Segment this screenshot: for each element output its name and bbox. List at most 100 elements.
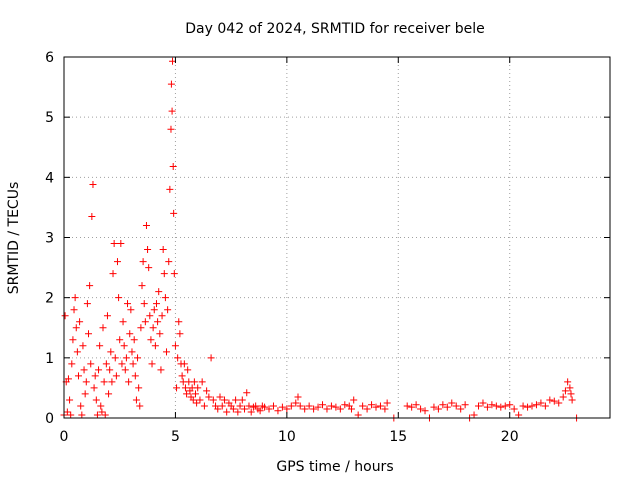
data-point: [117, 240, 125, 248]
data-point: [165, 258, 173, 266]
data-point: [78, 411, 86, 419]
data-point: [205, 393, 213, 401]
data-point: [67, 411, 75, 419]
data-point: [164, 306, 172, 314]
chart-title: Day 042 of 2024, SRMTID for receiver bel…: [185, 21, 484, 37]
data-point: [198, 378, 206, 386]
data-point: [126, 330, 134, 338]
data-point: [292, 399, 300, 407]
data-point: [168, 107, 176, 115]
data-point: [155, 288, 163, 296]
data-point: [283, 405, 291, 413]
data-point: [566, 384, 574, 392]
data-point: [137, 324, 145, 332]
data-point: [68, 360, 76, 368]
data-point: [209, 396, 217, 404]
data-point: [568, 396, 576, 404]
data-point: [127, 306, 135, 314]
data-point: [319, 401, 327, 409]
data-point: [448, 399, 456, 407]
data-point: [131, 372, 139, 380]
data-point: [310, 405, 318, 413]
data-point: [134, 354, 142, 362]
data-point: [403, 402, 411, 410]
data-point: [555, 399, 563, 407]
data-point: [113, 258, 121, 266]
data-point: [247, 408, 255, 416]
data-point: [132, 396, 140, 404]
data-point: [150, 306, 158, 314]
data-point: [74, 372, 82, 380]
x-tick-label: 0: [60, 429, 69, 445]
data-point: [135, 384, 143, 392]
data-point: [122, 354, 130, 362]
data-point: [470, 411, 478, 419]
data-point: [96, 342, 104, 350]
data-point: [105, 390, 113, 398]
data-point: [159, 246, 167, 254]
data-point: [103, 312, 111, 320]
data-point: [93, 411, 101, 419]
data-point: [430, 403, 438, 411]
data-point: [457, 405, 465, 413]
data-point: [136, 402, 144, 410]
data-point: [559, 393, 567, 401]
data-point: [120, 342, 128, 350]
data-point: [354, 411, 362, 419]
data-point: [207, 354, 215, 362]
data-point: [265, 405, 273, 413]
data-point: [98, 408, 106, 416]
data-point: [336, 405, 344, 413]
data-point: [376, 402, 384, 410]
data-point: [261, 403, 269, 411]
data-point: [550, 397, 558, 405]
data-point: [73, 348, 81, 356]
data-point: [141, 318, 149, 326]
data-point: [100, 378, 108, 386]
data-point: [497, 403, 505, 411]
data-point: [61, 312, 69, 320]
data-point: [323, 405, 331, 413]
data-point: [170, 209, 178, 217]
data-point: [193, 399, 201, 407]
data-point: [90, 384, 98, 392]
data-point: [341, 401, 349, 409]
y-tick-label: 3: [45, 231, 54, 247]
data-point: [519, 402, 527, 410]
data-point: [95, 366, 103, 374]
data-point: [69, 336, 77, 344]
data-point: [191, 390, 199, 398]
data-point: [167, 125, 175, 133]
x-axis-label: GPS time / hours: [276, 459, 393, 475]
data-point: [564, 378, 572, 386]
data-point: [142, 221, 150, 229]
data-point: [157, 366, 165, 374]
data-point: [167, 80, 175, 88]
data-point: [145, 264, 153, 272]
data-point: [76, 318, 84, 326]
data-point: [88, 212, 96, 220]
data-point: [372, 403, 380, 411]
data-point: [107, 348, 115, 356]
data-point: [532, 401, 540, 409]
data-point: [106, 366, 114, 374]
data-point: [483, 403, 491, 411]
data-point: [158, 312, 166, 320]
data-point: [176, 330, 184, 338]
data-point: [200, 402, 208, 410]
data-point: [475, 402, 483, 410]
data-point: [139, 258, 147, 266]
data-point: [492, 402, 500, 410]
data-point: [296, 402, 304, 410]
grid-layer: [64, 57, 610, 418]
data-point: [121, 366, 129, 374]
data-point: [327, 402, 335, 410]
data-point: [243, 389, 251, 397]
y-tick-label: 5: [45, 110, 54, 126]
data-point: [180, 360, 188, 368]
data-point: [347, 405, 355, 413]
data-point: [161, 294, 169, 302]
data-point: [64, 375, 72, 383]
data-point: [108, 378, 116, 386]
